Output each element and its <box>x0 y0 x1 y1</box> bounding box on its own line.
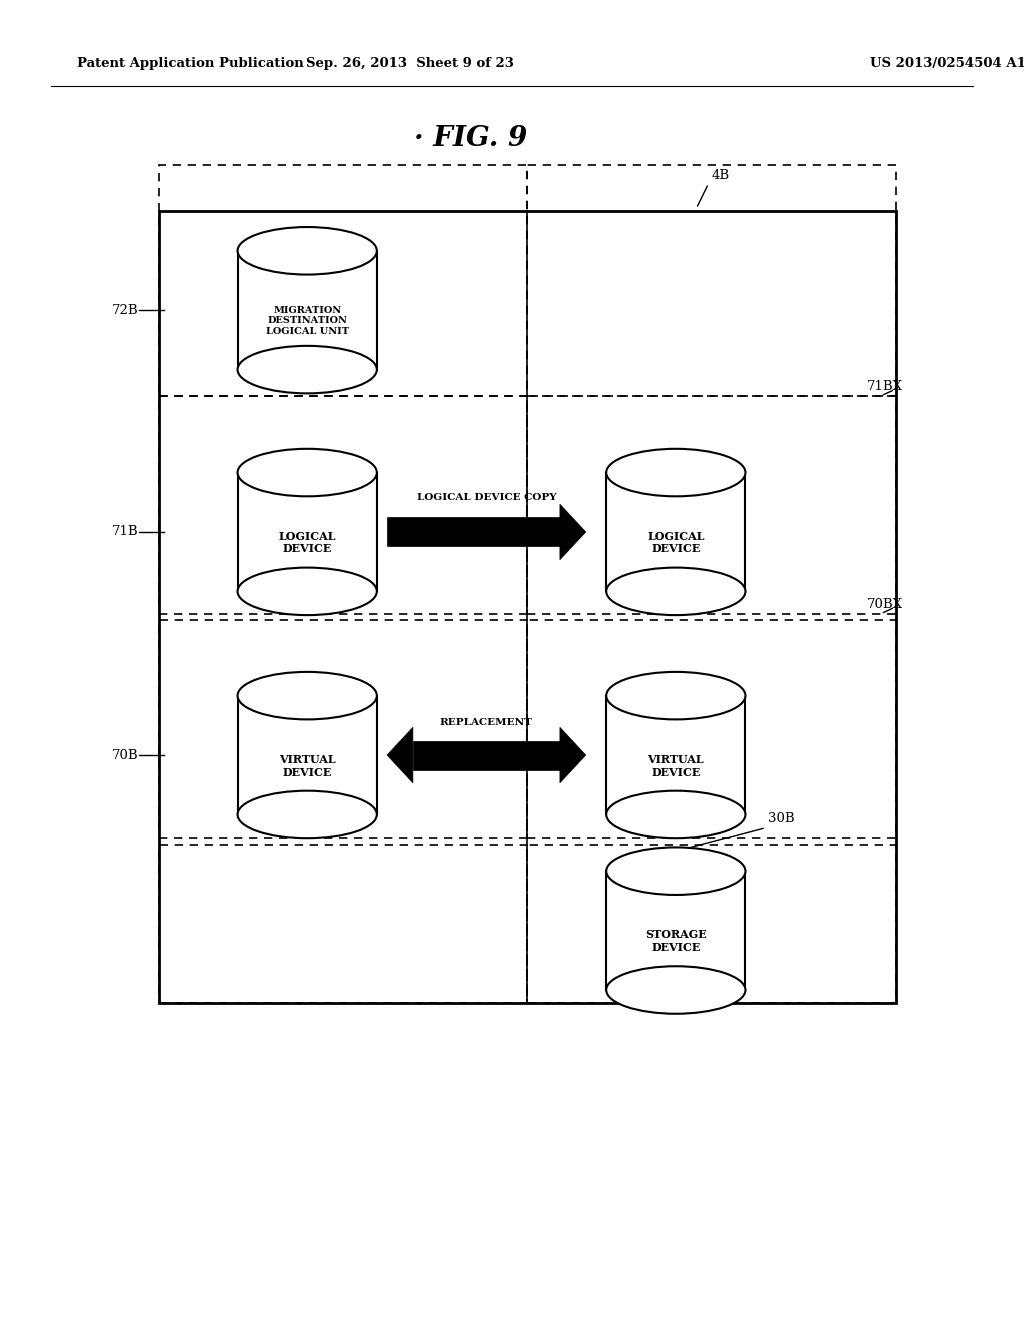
Bar <box>606 473 745 591</box>
Text: US 2013/0254504 A1: US 2013/0254504 A1 <box>870 57 1024 70</box>
Text: VIRTUAL
DEVICE: VIRTUAL DEVICE <box>279 754 336 777</box>
Ellipse shape <box>606 966 745 1014</box>
Polygon shape <box>560 504 586 560</box>
Ellipse shape <box>606 847 745 895</box>
Bar <box>159 396 527 614</box>
Ellipse shape <box>238 449 377 496</box>
Text: 30B: 30B <box>768 812 795 825</box>
Polygon shape <box>560 727 586 783</box>
Text: 70B: 70B <box>112 748 138 762</box>
Ellipse shape <box>606 449 745 496</box>
Ellipse shape <box>606 791 745 838</box>
Bar <box>387 517 568 546</box>
Bar <box>527 845 896 1003</box>
Text: LOGICAL
DEVICE: LOGICAL DEVICE <box>647 531 705 554</box>
Text: 70BX: 70BX <box>867 598 903 611</box>
Bar <box>238 473 377 591</box>
Ellipse shape <box>238 791 377 838</box>
Bar <box>527 620 896 838</box>
Ellipse shape <box>238 672 377 719</box>
Bar <box>159 165 527 396</box>
Ellipse shape <box>238 568 377 615</box>
Ellipse shape <box>238 346 377 393</box>
Bar <box>527 165 896 396</box>
Bar <box>606 871 745 990</box>
Bar <box>413 741 560 770</box>
Bar <box>159 620 527 838</box>
Bar <box>238 696 377 814</box>
Ellipse shape <box>238 227 377 275</box>
Ellipse shape <box>606 568 745 615</box>
Text: MIGRATION
DESTINATION
LOGICAL UNIT: MIGRATION DESTINATION LOGICAL UNIT <box>265 306 349 335</box>
Bar <box>527 396 896 614</box>
Ellipse shape <box>606 672 745 719</box>
Text: 72B: 72B <box>112 304 138 317</box>
Text: · FIG. 9: · FIG. 9 <box>415 125 527 152</box>
Text: 71B: 71B <box>112 525 138 539</box>
Polygon shape <box>387 727 413 783</box>
Text: 4B: 4B <box>712 169 730 182</box>
Text: 71BX: 71BX <box>867 380 903 393</box>
Bar <box>606 696 745 814</box>
Bar <box>159 845 527 1003</box>
Text: LOGICAL DEVICE COPY: LOGICAL DEVICE COPY <box>417 492 556 502</box>
Text: Sep. 26, 2013  Sheet 9 of 23: Sep. 26, 2013 Sheet 9 of 23 <box>305 57 514 70</box>
Bar <box>238 251 377 370</box>
Text: VIRTUAL
DEVICE: VIRTUAL DEVICE <box>647 754 705 777</box>
Text: STORAGE
DEVICE: STORAGE DEVICE <box>645 929 707 953</box>
Text: Patent Application Publication: Patent Application Publication <box>77 57 303 70</box>
Bar <box>159 211 896 1003</box>
Text: REPLACEMENT: REPLACEMENT <box>440 718 532 727</box>
Text: LOGICAL
DEVICE: LOGICAL DEVICE <box>279 531 336 554</box>
